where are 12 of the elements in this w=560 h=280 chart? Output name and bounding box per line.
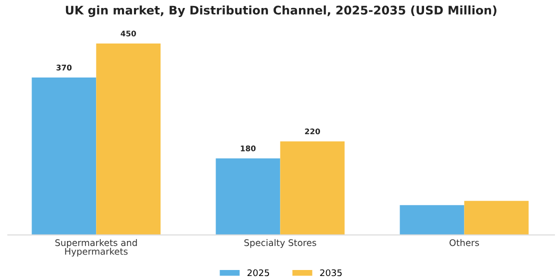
x-tick-label: Others	[450, 239, 479, 246]
bar	[400, 205, 464, 235]
chart-title: UK gin market, By Distribution Channel, 2025-2035 (USD Million)	[66, 5, 496, 17]
x-tick-label: Supermarkets and Hypermarkets	[55, 239, 137, 257]
bar	[280, 141, 345, 235]
legend-label: 2035	[320, 269, 342, 276]
x-tick-label: Specialty Stores	[244, 239, 316, 248]
bar	[96, 43, 161, 235]
bar	[216, 158, 280, 235]
legend-label: 2025	[248, 269, 270, 276]
bar	[32, 77, 96, 235]
bar	[464, 200, 529, 235]
